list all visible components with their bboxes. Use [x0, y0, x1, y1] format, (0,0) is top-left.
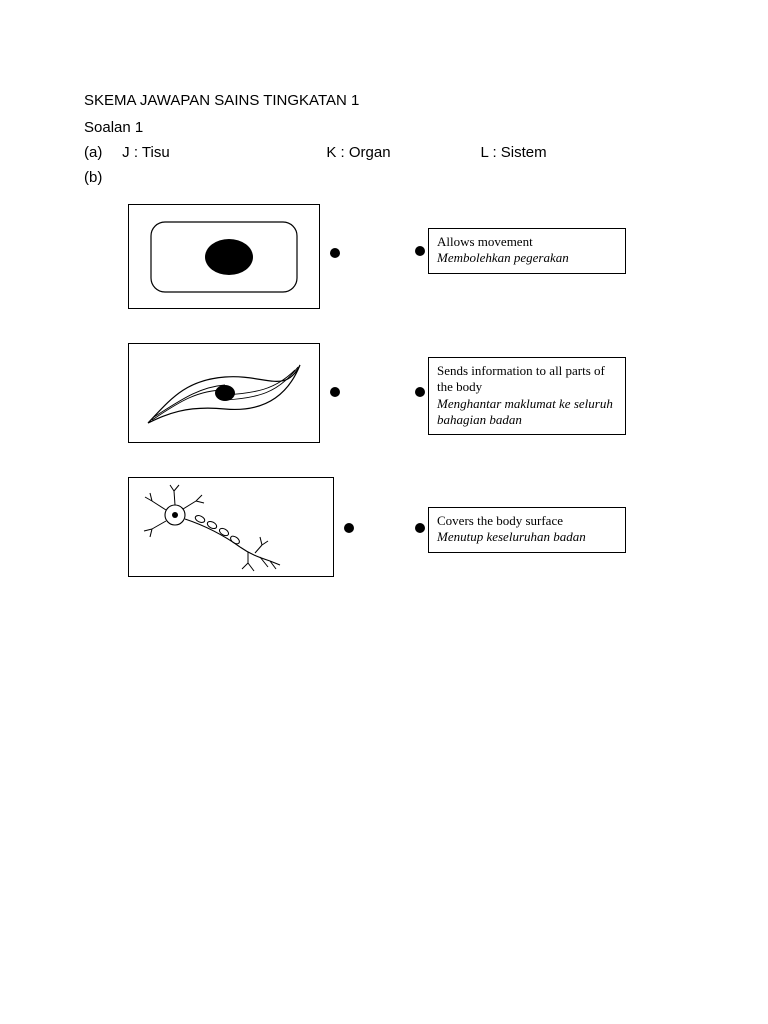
- cell-box-muscle: [128, 343, 320, 443]
- part-a-line: (a) J : Tisu K : Organ L : Sistem: [84, 144, 684, 161]
- cell-svg-nerve: [130, 479, 332, 575]
- right-dot-2: [415, 387, 425, 397]
- left-dot-3: [344, 523, 354, 533]
- match-row-1: Allows movement Membolehkan pegerakan: [128, 204, 728, 309]
- answer-l: L : Sistem: [481, 144, 547, 161]
- left-dot-2: [330, 387, 340, 397]
- desc-my-3: Menutup keseluruhan badan: [437, 529, 617, 545]
- desc-en-1: Allows movement: [437, 234, 617, 250]
- part-a-label: (a): [84, 144, 118, 161]
- desc-box-movement: Allows movement Membolehkan pegerakan: [428, 228, 626, 274]
- matching-diagram: Allows movement Membolehkan pegerakan Se…: [128, 204, 728, 577]
- answer-j: J : Tisu: [122, 144, 322, 161]
- answer-k: K : Organ: [326, 144, 476, 161]
- desc-my-1: Membolehkan pegerakan: [437, 250, 617, 266]
- desc-en-2: Sends information to all parts of the bo…: [437, 363, 617, 396]
- part-b-label: (b): [84, 169, 684, 186]
- cell-box-nerve: [128, 477, 334, 577]
- right-dot-3: [415, 523, 425, 533]
- desc-box-information: Sends information to all parts of the bo…: [428, 357, 626, 435]
- cell-box-epithelial: [128, 204, 320, 309]
- match-row-3: Covers the body surface Menutup keseluru…: [128, 477, 728, 577]
- right-dot-1: [415, 246, 425, 256]
- question-number: Soalan 1: [84, 119, 684, 136]
- desc-my-2: Menghantar maklumat ke seluruh bahagian …: [437, 396, 617, 429]
- cell-svg-epithelial: [139, 212, 309, 302]
- page-title: SKEMA JAWAPAN SAINS TINGKATAN 1: [84, 92, 684, 109]
- left-dot-1: [330, 248, 340, 258]
- cell-svg-muscle: [130, 345, 318, 441]
- match-row-2: Sends information to all parts of the bo…: [128, 343, 728, 443]
- desc-box-covers: Covers the body surface Menutup keseluru…: [428, 507, 626, 553]
- desc-en-3: Covers the body surface: [437, 513, 617, 529]
